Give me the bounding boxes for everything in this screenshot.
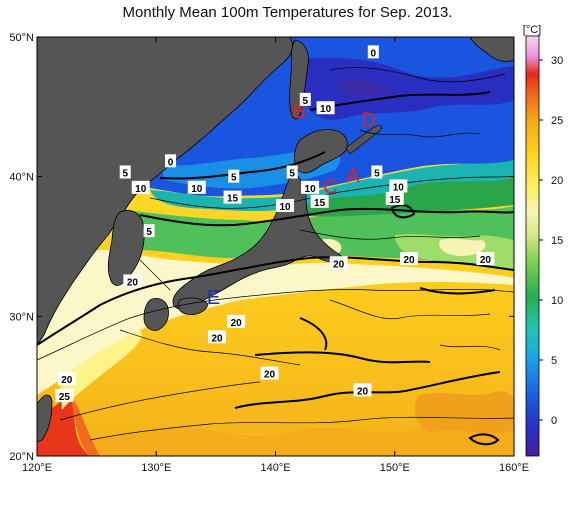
- contour-label: 0: [367, 45, 379, 59]
- map-title: Monthly Mean 100m Temperatures for Sep. …: [122, 4, 453, 21]
- region-label-b: B: [293, 101, 306, 123]
- x-tick-label: 130°E: [141, 462, 171, 474]
- contour-label: 5: [119, 165, 131, 179]
- y-tick-label: 40°N: [9, 172, 34, 184]
- contour-label: 10: [276, 198, 295, 213]
- svg-text:20: 20: [127, 277, 139, 288]
- contour-label: 10: [301, 180, 320, 195]
- svg-text:5: 5: [289, 168, 295, 179]
- svg-text:15: 15: [314, 198, 326, 209]
- contour-label: 20: [123, 274, 142, 288]
- contour-label: 20: [329, 256, 348, 270]
- colorbar-tick-label: 5: [551, 355, 557, 367]
- svg-text:15: 15: [227, 194, 239, 205]
- colorbar-tick-label: 20: [551, 175, 563, 187]
- contour-label: 5: [371, 165, 383, 179]
- x-tick-label: 140°E: [260, 462, 290, 474]
- contour-label: 20: [353, 383, 372, 397]
- land-sakhalin: [289, 39, 309, 120]
- colorbar-tick-label: 25: [551, 115, 563, 127]
- svg-text:10: 10: [320, 104, 332, 115]
- svg-text:5: 5: [374, 168, 380, 179]
- svg-text:0: 0: [168, 157, 174, 168]
- svg-text:10: 10: [279, 202, 291, 213]
- svg-text:20: 20: [231, 318, 243, 329]
- land-taiwan: [37, 394, 53, 443]
- region-labels: A B C D E: [207, 101, 376, 309]
- svg-text:20: 20: [480, 255, 492, 266]
- region-label-d: D: [361, 109, 375, 131]
- contour-label: 5: [228, 169, 240, 184]
- region-label-c: C: [323, 176, 337, 198]
- svg-text:0: 0: [371, 48, 377, 59]
- land-honshu: [172, 171, 345, 310]
- warm-patch: [37, 425, 514, 456]
- contour-label: 20: [400, 252, 419, 266]
- x-tick-label: 160°E: [499, 462, 529, 474]
- pale-band: [37, 250, 514, 395]
- x-tick-label: 150°E: [380, 462, 410, 474]
- colorbar-tick-label: 0: [551, 415, 557, 427]
- svg-text:20: 20: [333, 259, 345, 270]
- contour-label: 10: [131, 180, 150, 195]
- y-tick-label: 20°N: [9, 451, 34, 463]
- colorbar: [525, 35, 540, 457]
- contour-label: 10: [389, 179, 408, 193]
- contour-label: 20: [260, 366, 279, 381]
- contour-label: 5: [299, 92, 311, 107]
- contour-label: 20: [57, 372, 76, 386]
- warm-patch-east: [414, 391, 514, 434]
- colorbar-tick-label: 10: [551, 295, 563, 307]
- y-tick-label: 30°N: [9, 311, 34, 323]
- colorbar-tick-label: 30: [551, 55, 563, 67]
- svg-text:20: 20: [61, 375, 73, 386]
- colorbar-tick-label: 15: [551, 235, 563, 247]
- svg-text:15: 15: [389, 195, 401, 206]
- contour-label: 15: [310, 194, 329, 209]
- contour-labels: 0 5 10 0 5 10 10 5 15 5 10 10 15 5 10 15 5 20 20 20 20 20 20 20…: [55, 45, 495, 403]
- contour-label: 10: [316, 101, 335, 115]
- svg-text:10: 10: [191, 184, 203, 195]
- contour-label: 15: [385, 192, 404, 206]
- y-tick-label: 50°N: [9, 32, 34, 44]
- svg-text:25: 25: [59, 392, 71, 403]
- land-kamchatka: [469, 37, 514, 62]
- teal-band: [150, 158, 514, 212]
- svg-text:5: 5: [122, 168, 128, 179]
- svg-text:5: 5: [231, 173, 237, 184]
- region-label-e: E: [207, 287, 220, 309]
- svg-text:5: 5: [303, 96, 309, 107]
- contour-label: 10: [187, 180, 206, 195]
- contour-label: 20: [208, 330, 227, 344]
- svg-text:10: 10: [135, 184, 147, 195]
- region-label-a: A: [346, 165, 360, 187]
- svg-text:5: 5: [146, 227, 152, 238]
- contour-label: 20: [476, 252, 495, 266]
- contour-label: 0: [165, 154, 177, 168]
- contour-label: 5: [143, 224, 155, 238]
- contour-label: 25: [55, 388, 74, 403]
- svg-text:20: 20: [212, 333, 224, 344]
- contour-lines: [37, 67, 514, 446]
- contour-label: 20: [227, 314, 246, 329]
- contour-label: 15: [223, 190, 242, 205]
- colorbar-ticks: 30 25 20 15 10 5 0: [539, 55, 563, 427]
- contour-label: 5: [286, 165, 298, 179]
- svg-text:20: 20: [403, 255, 415, 266]
- x-tick-label: 120°E: [22, 462, 52, 474]
- svg-text:20: 20: [264, 370, 276, 381]
- svg-text:10: 10: [393, 182, 405, 193]
- svg-text:10: 10: [305, 184, 317, 195]
- land-asia: [37, 37, 293, 346]
- land-kyushu: [143, 298, 169, 331]
- svg-text:20: 20: [357, 386, 369, 397]
- axis-ticks: 120°E 130°E 140°E 150°E 160°E 50°N 40°N 30°N 20°…: [9, 32, 529, 474]
- plot-area: A B C D E 0 5 10 0 5 10 10 5 15 5 10 10 15 5 10 15 5 20 20 20 20…: [37, 37, 514, 456]
- land-kuril: [345, 125, 382, 155]
- colorbar-unit: [°C]: [523, 24, 541, 36]
